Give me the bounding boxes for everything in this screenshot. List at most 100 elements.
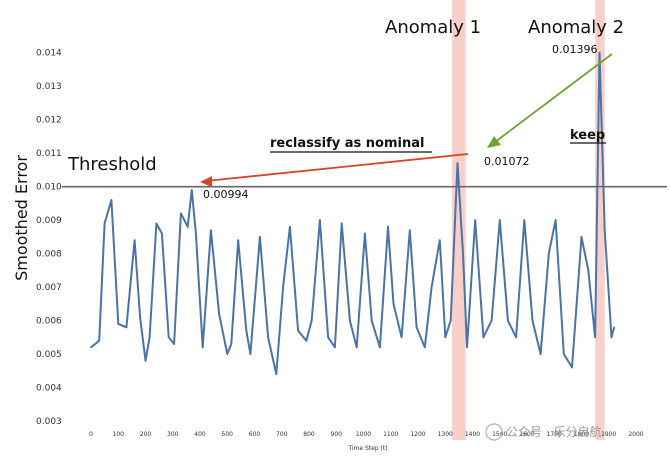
data-point	[139, 316, 141, 319]
y-tick-label: 0.013	[36, 82, 62, 92]
data-point	[245, 329, 248, 332]
data-point	[195, 232, 197, 235]
data-point	[305, 339, 308, 342]
x-tick-label: 1400	[465, 431, 480, 438]
data-point	[144, 359, 147, 362]
data-point	[355, 346, 358, 349]
x-axis-label: Time Step (t)	[347, 445, 387, 452]
data-point	[297, 329, 299, 332]
data-point	[210, 229, 212, 231]
data-point	[267, 336, 269, 339]
watermark: 公众号 · 乐分启航	[485, 423, 601, 441]
data-point	[259, 236, 261, 238]
data-point	[90, 346, 92, 349]
data-point	[161, 232, 163, 235]
y-tick-label: 0.003	[36, 417, 62, 427]
data-point	[424, 346, 426, 349]
data-point	[237, 239, 239, 242]
x-tick-label: 900	[331, 431, 343, 438]
red-arrow-line	[205, 153, 469, 182]
data-point	[310, 319, 313, 322]
y-tick-label: 0.009	[36, 216, 62, 226]
svg-text:公众号 · 乐分启航: 公众号 · 乐分启航	[506, 424, 601, 439]
x-tick-label: 1800	[574, 431, 589, 438]
x-tick-label: 1300	[438, 431, 453, 438]
data-point	[282, 286, 284, 288]
data-point	[148, 336, 151, 339]
data-point	[462, 252, 464, 255]
data-point	[603, 229, 606, 231]
data-point	[474, 219, 477, 221]
data-point	[409, 229, 411, 231]
y-tick-label: 0.012	[36, 116, 62, 126]
data-point	[334, 346, 336, 349]
wechat-icon	[485, 423, 503, 441]
data-point	[201, 346, 204, 349]
series-line	[90, 51, 616, 376]
anomaly-band-2	[595, 0, 605, 440]
data-point	[125, 326, 128, 329]
annotation-01396: 0.01396	[552, 43, 598, 56]
data-point	[539, 353, 542, 355]
data-point	[230, 343, 233, 345]
red-arrow-head	[200, 176, 212, 187]
anomaly-band-1	[452, 0, 466, 440]
data-point	[191, 189, 193, 191]
data-point	[218, 313, 220, 315]
y-axis-label: Smoothed Error	[12, 155, 31, 281]
data-point	[439, 239, 441, 242]
y-tick-label: 0.005	[36, 350, 62, 360]
data-point	[319, 219, 321, 221]
y-tick-label: 0.007	[36, 283, 62, 293]
x-tick-label: 500	[222, 431, 234, 438]
y-tick-label: 0.010	[36, 183, 62, 193]
data-point	[498, 219, 501, 221]
x-tick-label: 300	[167, 431, 179, 438]
data-point	[387, 226, 389, 228]
data-point	[117, 323, 120, 325]
data-point	[173, 343, 175, 345]
data-point	[180, 212, 182, 215]
data-point	[430, 286, 433, 288]
green-arrow-head	[487, 136, 501, 148]
annotation-00994: 0.00994	[203, 188, 249, 201]
x-tick-label: 600	[249, 431, 261, 438]
y-tick-label: 0.006	[36, 317, 62, 327]
data-point	[155, 222, 158, 225]
y-tick-label: 0.004	[36, 384, 62, 394]
x-tick-label: 200	[140, 431, 152, 438]
data-point	[98, 339, 100, 342]
data-point	[249, 353, 252, 355]
threshold-label: Threshold	[67, 154, 157, 175]
data-point	[610, 336, 613, 339]
data-point	[340, 222, 343, 225]
x-tick-label: 700	[276, 431, 288, 438]
data-point	[392, 303, 395, 305]
data-point	[482, 336, 485, 339]
data-point	[349, 319, 351, 322]
data-point	[186, 226, 189, 228]
data-point	[613, 326, 615, 329]
data-point	[490, 319, 493, 322]
data-point	[327, 336, 329, 339]
data-point	[167, 336, 170, 339]
data-point	[571, 366, 573, 369]
anomaly-2-label: Anomaly 2	[528, 17, 624, 38]
data-point	[449, 319, 452, 322]
y-tick-label: 0.008	[36, 250, 62, 260]
y-tick-label: 0.014	[36, 49, 62, 59]
data-point	[133, 239, 136, 242]
x-tick-label: 2000	[628, 431, 643, 438]
x-tick-label: 800	[303, 431, 315, 438]
x-tick-label: 1700	[547, 431, 562, 438]
x-tick-label: 1100	[383, 431, 398, 438]
data-point	[562, 353, 565, 355]
data-point	[531, 319, 534, 322]
data-point	[598, 51, 601, 54]
x-tick-label: 100	[113, 431, 125, 438]
data-point	[415, 326, 418, 329]
data-point	[370, 319, 373, 322]
annotation-01072: 0.01072	[484, 155, 530, 168]
x-tick-label: 400	[194, 431, 206, 438]
